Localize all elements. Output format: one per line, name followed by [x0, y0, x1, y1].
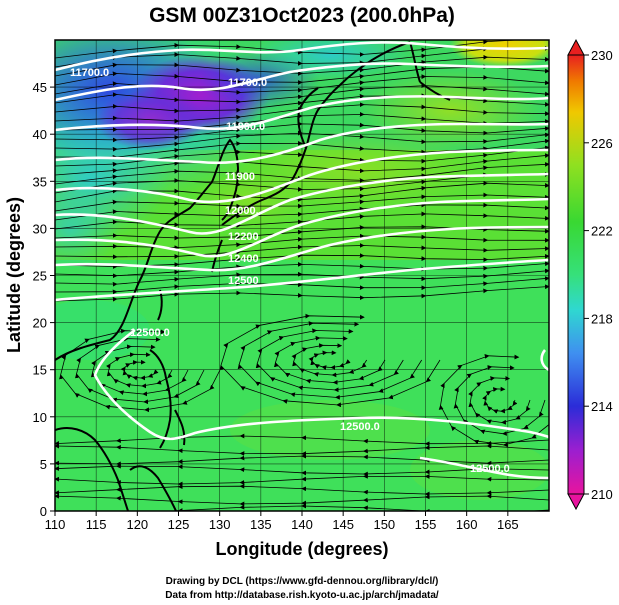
contour-label: 11800.0 — [226, 121, 265, 133]
contour-label: 12400 — [228, 253, 259, 265]
contour-label: 11700.0 — [70, 67, 109, 79]
streamline — [55, 493, 549, 507]
contour-label: 12000. — [225, 205, 259, 217]
x-tick-label: 125 — [168, 517, 190, 532]
contour-label: 12200 — [228, 231, 259, 243]
colorbar-tick-label: 210 — [591, 487, 613, 502]
x-tick-label: 135 — [250, 517, 272, 532]
x-tick-label: 120 — [126, 517, 148, 532]
contour-labels: 11700.0 11700.0 11800.0 11900 12000. 122… — [70, 67, 510, 475]
geopotential-contours — [55, 41, 549, 480]
x-tick-label: 145 — [332, 517, 354, 532]
credit-line-2: Data from http://database.rish.kyoto-u.a… — [165, 590, 439, 601]
streamline — [55, 211, 549, 230]
colorbar-tick-label: 222 — [591, 224, 613, 239]
x-tick-label: 150 — [373, 517, 395, 532]
colorbar: 210 214 218 222 226 230 — [567, 38, 613, 511]
streamline — [55, 483, 549, 497]
streamline — [219, 313, 441, 408]
coastlines — [55, 41, 451, 511]
y-tick-label: 15 — [33, 363, 47, 378]
y-tick-label: 30 — [33, 221, 47, 236]
x-tick-label: 130 — [209, 517, 231, 532]
map-title: GSM 00Z31Oct2023 (200.0hPa) — [149, 4, 455, 27]
x-tick-label: 155 — [415, 517, 437, 532]
colorbar-tick-label: 230 — [591, 48, 613, 63]
streamline — [59, 328, 221, 413]
y-tick-label: 10 — [33, 410, 47, 425]
x-tick-label: 110 — [45, 517, 66, 532]
contour-label: 11700.0 — [228, 77, 267, 89]
contour-label: 12500.0 — [470, 463, 510, 475]
x-tick-label: 115 — [86, 517, 107, 532]
colorbar-max-triangle — [567, 38, 585, 56]
streamlines — [55, 40, 549, 511]
x-tick-label: 140 — [291, 517, 313, 532]
credit-line-1: Drawing by DCL (https://www.gfd-dennou.o… — [166, 576, 439, 587]
streamline — [438, 354, 549, 448]
streamline — [55, 284, 549, 302]
y-tick-label: 0 — [40, 504, 47, 519]
colorbar-tick-label: 226 — [591, 136, 613, 151]
colorbar-tick-label: 218 — [591, 311, 613, 326]
colorbar-scale — [567, 54, 585, 495]
streamline — [55, 433, 549, 447]
y-tick-label: 5 — [40, 457, 47, 472]
plot-area: 11700.0 11700.0 11800.0 11900 12000. 122… — [55, 40, 549, 511]
y-axis-label: Latitude (degrees) — [4, 197, 24, 353]
y-tick-label: 40 — [33, 127, 47, 142]
contour-label: 12500.0 — [130, 327, 170, 339]
y-axis: 0 5 10 15 20 25 30 35 40 45 — [33, 80, 55, 519]
y-tick-label: 35 — [33, 174, 47, 189]
colorbar-min-triangle — [567, 493, 585, 511]
streamline — [55, 473, 549, 487]
x-axis: 110 115 120 125 130 135 140 145 150 155 160 165 — [45, 511, 519, 532]
contour-label: 11900 — [225, 171, 255, 183]
x-tick-label: 165 — [497, 517, 519, 532]
x-axis-label: Longitude (degrees) — [215, 539, 388, 559]
contour-label: 12500 — [228, 275, 259, 287]
y-tick-label: 25 — [33, 269, 47, 284]
contour-label: 12500.0 — [340, 421, 380, 433]
colorbar-tick-label: 214 — [591, 399, 613, 414]
y-tick-label: 20 — [33, 316, 47, 331]
y-tick-label: 45 — [33, 80, 47, 95]
streamline — [55, 503, 549, 511]
x-tick-label: 160 — [456, 517, 478, 532]
streamline — [55, 453, 549, 467]
